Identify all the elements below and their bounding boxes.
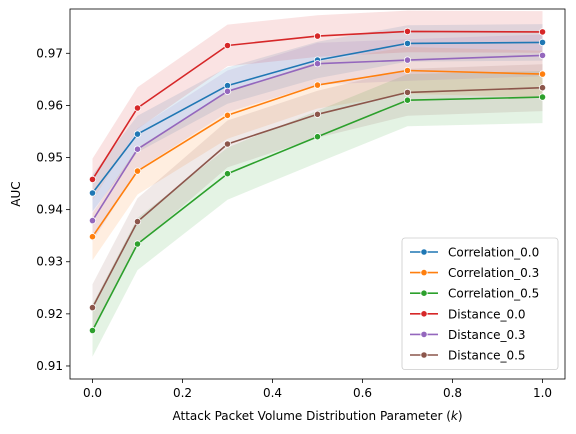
y-tick-label: 0.92: [36, 307, 63, 321]
legend-label: Distance_0.5: [448, 349, 526, 363]
point-correlation-0-5-5: [538, 93, 547, 101]
y-tick-label: 0.93: [36, 255, 63, 269]
point-correlation-0-5-3: [313, 133, 322, 141]
legend-marker: [420, 310, 428, 318]
y-tick-label: 0.91: [36, 359, 63, 373]
point-correlation-0-3-5: [538, 70, 547, 78]
point-correlation-0-3-0: [88, 233, 97, 241]
band-distance-0-0: [92, 10, 543, 201]
x-tick-label: 0.2: [173, 386, 192, 400]
line-correlation-0-0: [91, 41, 543, 194]
y-axis-label: AUC: [9, 181, 23, 206]
point-distance-0-5-5: [538, 84, 547, 92]
y-tick-label: 0.96: [36, 98, 63, 112]
point-distance-0-5-4: [403, 88, 412, 97]
legend-label: Correlation_0.5: [448, 287, 539, 301]
band-correlation-0-3: [92, 47, 543, 261]
x-axis-label: Attack Packet Volume Distribution Parame…: [172, 409, 462, 423]
x-axis-label-main: Attack Packet Volume Distribution Parame…: [172, 409, 450, 423]
point-correlation-0-3-4: [403, 66, 412, 75]
legend-label: Distance_0.3: [448, 328, 526, 342]
plot-area-frame: [69, 8, 566, 380]
point-correlation-0-0-1: [133, 130, 142, 138]
x-tick-label: 0.8: [443, 386, 462, 400]
y-axis-ticks: 0.91 0.92 0.93 0.94 0.95 0.96 0.97: [36, 46, 70, 373]
line-distance-0-0: [91, 30, 543, 180]
point-distance-0-3-0: [88, 217, 97, 225]
point-distance-0-3-4: [403, 56, 412, 64]
point-distance-0-3-3: [313, 60, 322, 68]
point-distance-0-0-5: [538, 28, 547, 36]
point-distance-0-3-1: [133, 145, 142, 153]
legend-marker: [420, 289, 428, 297]
band-correlation-0-5: [92, 71, 543, 357]
legend-marker: [420, 351, 428, 359]
legend-label: Distance_0.0: [448, 307, 526, 321]
legend-box: [401, 237, 559, 371]
point-distance-0-0-4: [403, 27, 412, 35]
point-distance-0-0-0: [88, 175, 97, 183]
point-correlation-0-3-1: [133, 167, 142, 175]
point-distance-0-0-2: [223, 41, 232, 50]
point-distance-0-5-1: [133, 218, 142, 226]
y-tick-label: 0.97: [36, 46, 63, 60]
point-distance-0-3-5: [538, 51, 547, 60]
point-correlation-0-3-2: [223, 111, 232, 119]
y-tick-label: 0.95: [36, 151, 63, 165]
x-tick-label: 0.4: [263, 386, 282, 400]
legend-marker: [420, 268, 428, 277]
x-axis-label-end: ): [458, 409, 463, 423]
point-distance-0-5-0: [88, 303, 97, 312]
x-tick-label: 0.6: [353, 386, 372, 400]
band-distance-0-3: [92, 34, 543, 242]
point-correlation-0-3-3: [313, 81, 322, 89]
legend-label: Correlation_0.3: [448, 266, 539, 280]
point-correlation-0-0-5: [538, 38, 547, 47]
legend-marker: [420, 248, 428, 256]
point-correlation-0-0-4: [403, 39, 412, 48]
point-correlation-0-5-0: [88, 326, 97, 335]
legend-label: Correlation_0.0: [448, 246, 539, 260]
line-correlation-0-3: [91, 69, 543, 238]
point-correlation-0-5-4: [403, 96, 412, 104]
y-tick-label: 0.94: [36, 203, 63, 217]
point-distance-0-5-3: [313, 110, 322, 118]
point-distance-0-0-1: [133, 104, 142, 112]
point-correlation-0-5-1: [133, 240, 142, 248]
line-correlation-0-5: [91, 96, 543, 331]
x-tick-label: 1.0: [533, 386, 552, 400]
point-distance-0-5-2: [223, 140, 232, 148]
point-correlation-0-5-2: [223, 170, 232, 178]
legend-marker: [420, 330, 428, 338]
legend: Correlation_0.0 Correlation_0.3 Correlatio…: [401, 237, 559, 371]
point-correlation-0-0-0: [88, 189, 97, 197]
x-axis-ticks: 0.0 0.2 0.4 0.6 0.8 1.0: [83, 379, 552, 400]
x-axis-label-variable: k: [451, 409, 459, 423]
point-distance-0-3-2: [223, 87, 232, 95]
point-distance-0-0-3: [313, 32, 322, 40]
series-markers: [88, 27, 547, 335]
line-distance-0-5: [91, 86, 543, 308]
x-tick-label: 0.0: [83, 386, 102, 400]
series-lines: [91, 30, 543, 331]
line-distance-0-3: [91, 54, 543, 222]
